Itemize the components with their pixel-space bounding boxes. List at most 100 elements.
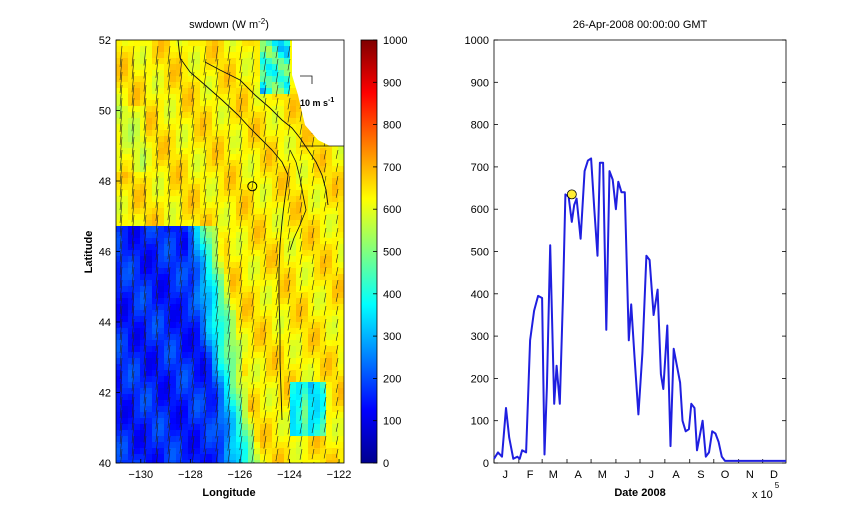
heatmap-cell: [332, 160, 339, 167]
heatmap-cell: [326, 334, 333, 341]
heatmap-cell: [146, 52, 153, 59]
heatmap-cell: [116, 184, 123, 191]
heatmap-cell: [272, 196, 279, 203]
heatmap-cell: [122, 292, 129, 299]
wind-vector: [131, 58, 135, 80]
heatmap-cell: [224, 238, 231, 245]
heatmap-cell: [200, 118, 207, 125]
heatmap-cell: [266, 250, 273, 257]
heatmap-cell: [134, 88, 141, 95]
heatmap-cell: [152, 430, 159, 437]
heatmap-cell: [140, 358, 147, 365]
heatmap-cell: [206, 124, 213, 131]
wind-vector: [323, 305, 327, 316]
heatmap-cell: [218, 430, 225, 437]
heatmap-cell: [218, 346, 225, 353]
heatmap-cell: [326, 280, 333, 287]
wind-vector: [227, 188, 231, 204]
heatmap-cell: [248, 334, 255, 341]
heatmap-cell: [326, 292, 333, 299]
heatmap-cell: [164, 70, 171, 77]
heatmap-cell: [164, 142, 171, 149]
heatmap-cell: [116, 142, 123, 149]
heatmap-cell: [248, 124, 255, 131]
heatmap-cell: [200, 160, 207, 167]
heatmap-cell: [182, 394, 189, 401]
heatmap-cell: [230, 202, 237, 209]
heatmap-cell: [140, 94, 147, 101]
heatmap-cell: [170, 388, 177, 395]
heatmap-cell: [212, 292, 219, 299]
wind-vector: [263, 305, 267, 319]
heatmap-cell: [242, 328, 249, 335]
heatmap-cell: [158, 316, 165, 323]
heatmap-cell: [146, 148, 153, 155]
wind-vector: [131, 84, 135, 106]
heatmap-cell: [302, 328, 309, 335]
heatmap-cell: [194, 88, 201, 95]
heatmap-cell: [308, 178, 315, 185]
heatmap-cell: [134, 328, 141, 335]
heatmap-cell: [170, 280, 177, 287]
wind-vector: [131, 136, 135, 158]
wind-vector: [275, 188, 279, 202]
heatmap-cell: [332, 436, 339, 443]
wind-vector: [335, 357, 339, 367]
heatmap-cell: [152, 364, 159, 371]
heatmap-cell: [176, 190, 183, 197]
wind-vector: [335, 279, 339, 289]
heatmap-cell: [236, 220, 243, 227]
wind-vector: [263, 84, 267, 98]
heatmap-cell: [308, 454, 315, 461]
heatmap-cell: [230, 238, 237, 245]
heatmap-cell: [296, 412, 303, 419]
heatmap-cell: [152, 136, 159, 143]
heatmap-cell: [236, 196, 243, 203]
heatmap-cell: [248, 64, 255, 71]
heatmap-cell: [140, 214, 147, 221]
wind-vector: [167, 435, 171, 455]
heatmap-cell: [194, 454, 201, 461]
heatmap-cell: [206, 406, 213, 413]
heatmap-cell: [152, 106, 159, 113]
wind-vector: [203, 45, 207, 63]
wind-vector: [143, 45, 147, 66]
heatmap-cell: [248, 166, 255, 173]
heatmap-cell: [320, 268, 327, 275]
heatmap-cell: [128, 190, 135, 197]
heatmap-cell: [260, 460, 267, 463]
heatmap-cell: [140, 436, 147, 443]
heatmap-cell: [182, 46, 189, 53]
heatmap-cell: [308, 322, 315, 329]
heatmap-cell: [236, 244, 243, 251]
heatmap-cell: [218, 190, 225, 197]
heatmap-cell: [116, 274, 123, 281]
heatmap-cell: [194, 142, 201, 149]
wind-vector: [215, 227, 219, 244]
wind-vector: [119, 136, 123, 158]
wind-vector: [167, 383, 171, 403]
wind-vector: [239, 71, 243, 87]
heatmap-cell: [164, 280, 171, 287]
heatmap-cell: [182, 388, 189, 395]
heatmap-cell: [152, 262, 159, 269]
wind-vector: [131, 123, 135, 145]
heatmap-cell: [236, 142, 243, 149]
wind-vector: [251, 422, 255, 437]
heatmap-cell: [224, 52, 231, 59]
heatmap-cell: [182, 166, 189, 173]
heatmap-cell: [200, 280, 207, 287]
wind-vector: [227, 409, 231, 425]
heatmap-cell: [314, 388, 321, 395]
heatmap-cell: [140, 100, 147, 107]
heatmap-cell: [146, 310, 153, 317]
heatmap-cell: [236, 232, 243, 239]
heatmap-cell: [122, 40, 129, 47]
wind-vector: [203, 188, 207, 206]
heatmap-cell: [236, 46, 243, 53]
heatmap-cell: [236, 154, 243, 161]
heatmap-cell: [224, 448, 231, 455]
heatmap-cell: [164, 130, 171, 137]
wind-vector: [179, 71, 183, 90]
heatmap-cell: [254, 64, 261, 71]
